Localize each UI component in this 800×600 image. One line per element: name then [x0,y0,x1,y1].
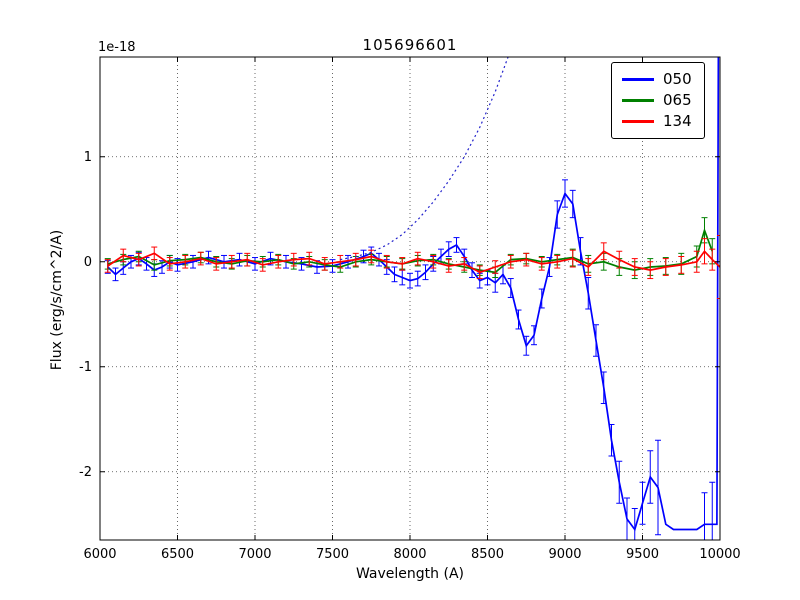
x-tick-label: 8000 [393,547,426,562]
y-axis-label: Flux (erg/s/cm^2/A) [49,229,65,371]
y-tick-label: 0 [84,255,92,270]
y-tick-label: -1 [79,360,92,375]
x-tick-label: 6500 [161,547,194,562]
legend-item-label: 134 [663,112,692,130]
y-tick-label: -2 [79,465,92,480]
series-line [107,249,720,274]
y-axis-offset-label: 1e-18 [98,40,136,55]
error-bars [104,235,720,299]
x-tick-label: 8500 [471,547,504,562]
x-axis-label: Wavelength (A) [355,566,464,582]
x-tick-label: 7000 [238,547,271,562]
x-tick-label: 9000 [548,547,581,562]
legend-item: 050 [622,71,692,88]
legend: 050 065 134 [611,62,705,139]
series-050_dotted_model [340,57,509,261]
x-tick-label: 10000 [699,547,740,562]
legend-item: 065 [622,92,692,109]
legend-line-icon [622,99,654,102]
legend-item-label: 050 [663,70,692,88]
x-tick-label: 9500 [626,547,659,562]
y-tick-label: 1 [84,150,92,165]
ticks [99,57,721,540]
x-tick-label: 7500 [316,547,349,562]
legend-item-label: 065 [663,91,692,109]
legend-line-icon [622,78,654,81]
legend-line-icon [622,120,654,123]
plot-title: 105696601 [362,36,458,54]
data-area [104,57,720,540]
x-tick-label: 6000 [83,547,116,562]
series-134 [104,235,720,299]
series-line [340,57,509,261]
legend-item: 134 [622,113,692,130]
tick-labels: 6000 6500 7000 7500 8000 8500 9000 9500 10000 -2 -… [79,150,741,562]
